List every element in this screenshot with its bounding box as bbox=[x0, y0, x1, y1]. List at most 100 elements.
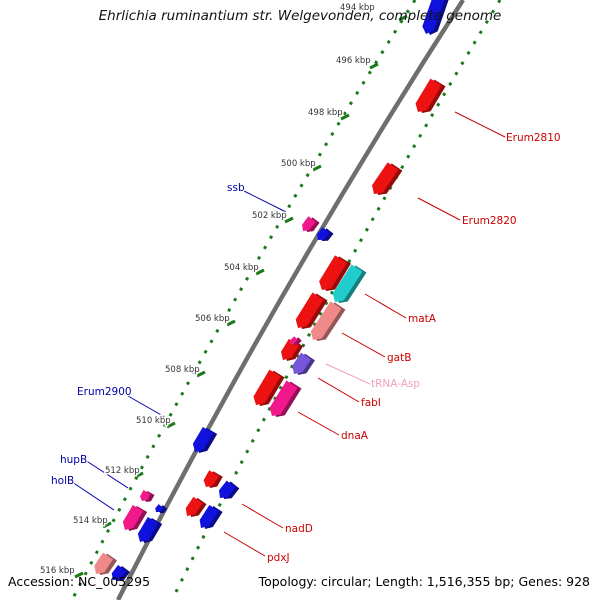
gene-block-face bbox=[316, 227, 330, 240]
leader-line bbox=[84, 459, 129, 489]
label-leaders bbox=[71, 111, 506, 557]
gene-labels: Erum2810 Erum2820 ssb matA gatB tRNA-Asp… bbox=[50, 131, 562, 566]
leader-line bbox=[364, 293, 407, 319]
gene-block-ssb bbox=[302, 216, 320, 232]
gene-block-mata-partner bbox=[332, 264, 367, 303]
ruler-ring-outer bbox=[70, 0, 417, 600]
gene-label-hupb[interactable]: hupB bbox=[59, 453, 89, 468]
ruler-major-tick bbox=[166, 421, 176, 429]
leader-line bbox=[223, 531, 266, 557]
gene-block-face bbox=[371, 162, 399, 194]
gene-block-face bbox=[332, 264, 363, 302]
ruler-major-tick bbox=[196, 370, 206, 378]
ruler-major-tick bbox=[340, 113, 350, 121]
gene-label-nadd[interactable]: nadD bbox=[284, 522, 314, 537]
gene-block-face bbox=[199, 505, 219, 528]
gene-block bbox=[111, 565, 130, 581]
gene-block-erum2820 bbox=[371, 162, 403, 195]
gene-block-face bbox=[269, 380, 298, 416]
gene-block-nadd bbox=[185, 496, 207, 517]
leader-line bbox=[454, 111, 506, 138]
leader-line bbox=[241, 503, 284, 529]
gene-label-mata[interactable]: matA bbox=[407, 312, 438, 327]
gene-label-pdxj[interactable]: pdxJ bbox=[266, 551, 291, 566]
gene-block bbox=[203, 470, 223, 488]
gene-block-face bbox=[218, 480, 236, 498]
gene-block-hupb bbox=[140, 490, 155, 502]
leader-line bbox=[325, 363, 371, 385]
accession-label: Accession: NC_005295 bbox=[8, 574, 151, 589]
gene-label-erum2820[interactable]: Erum2820 bbox=[461, 214, 518, 229]
gene-block-face bbox=[203, 470, 219, 487]
gene-block-face bbox=[290, 336, 298, 344]
ruler-major-tick bbox=[369, 62, 379, 70]
gene-block-gatb bbox=[310, 301, 346, 341]
ruler-label: 514 kbp bbox=[73, 516, 108, 526]
ruler-label: 502 kbp bbox=[252, 211, 287, 221]
ruler-major-tick bbox=[226, 319, 236, 327]
ruler-major-tick bbox=[284, 216, 294, 224]
gene-label-fabi[interactable]: fabI bbox=[360, 396, 382, 411]
ruler-label: 508 kbp bbox=[165, 365, 200, 375]
gene-features bbox=[94, 0, 449, 581]
gene-block bbox=[316, 227, 334, 241]
gene-block-face bbox=[111, 565, 126, 580]
ruler-label: 504 kbp bbox=[224, 263, 259, 273]
gene-block-face bbox=[140, 490, 151, 501]
ruler-major-tick bbox=[74, 571, 84, 579]
gene-block-face bbox=[122, 504, 144, 530]
leader-line bbox=[317, 377, 360, 403]
gene-block-face bbox=[253, 369, 281, 405]
genome-summary: Topology: circular; Length: 1,516,355 bp… bbox=[258, 574, 590, 589]
leader-line bbox=[341, 332, 386, 358]
gene-block-erum2900 bbox=[192, 426, 218, 453]
ruler-major-tick bbox=[102, 521, 112, 529]
ruler-major-tick bbox=[255, 268, 265, 276]
ruler-label: 500 kbp bbox=[281, 159, 316, 169]
gene-block-face bbox=[319, 255, 347, 290]
gene-label-ssb[interactable]: ssb bbox=[226, 181, 246, 196]
ruler-major-tick bbox=[134, 471, 144, 479]
gene-label-trna-asp[interactable]: tRNA-Asp bbox=[370, 377, 422, 392]
ruler-major-tick bbox=[312, 164, 322, 172]
gene-block-fabi bbox=[253, 369, 285, 406]
leader-line bbox=[71, 481, 115, 511]
gene-block bbox=[137, 516, 163, 543]
gene-label-erum2810[interactable]: Erum2810 bbox=[505, 131, 562, 146]
gene-label-erum2900[interactable]: Erum2900 bbox=[76, 385, 133, 400]
leader-line bbox=[297, 411, 340, 436]
ruler-label: 516 kbp bbox=[40, 566, 75, 576]
gene-block bbox=[218, 480, 240, 499]
gene-block-face bbox=[137, 516, 159, 542]
leader-line bbox=[417, 197, 461, 221]
gene-label-holb[interactable]: holB bbox=[50, 474, 76, 489]
gene-block-face bbox=[295, 292, 324, 328]
leader-line bbox=[243, 190, 287, 213]
gene-label-gatb[interactable]: gatB bbox=[386, 351, 413, 366]
ruler-label: 496 kbp bbox=[336, 56, 371, 66]
gene-block-mata bbox=[319, 255, 351, 291]
gene-block-holb bbox=[122, 504, 148, 531]
backbone-arc bbox=[115, 0, 465, 600]
gene-block-dnaa bbox=[269, 380, 302, 417]
gene-block bbox=[422, 0, 449, 35]
gene-block bbox=[295, 292, 328, 329]
ruler-label: 494 kbp bbox=[340, 3, 375, 13]
genome-backbone bbox=[115, 0, 465, 600]
ruler-label: 512 kbp bbox=[105, 466, 140, 476]
gene-block-face bbox=[155, 504, 164, 513]
gene-block-face bbox=[192, 426, 214, 452]
ruler-label: 498 kbp bbox=[308, 108, 343, 118]
gene-block-face bbox=[185, 496, 203, 516]
gene-block-side bbox=[294, 337, 302, 345]
gene-block bbox=[155, 504, 168, 514]
ruler-labels: 494 kbp 496 kbp 498 kbp 500 kbp 502 kbp … bbox=[39, 2, 377, 578]
gene-block bbox=[292, 352, 315, 375]
gene-block bbox=[94, 552, 117, 575]
map-title: Ehrlichia ruminantium str. Welgevonden, … bbox=[98, 8, 502, 24]
ruler-major-tick bbox=[398, 14, 408, 22]
gene-block-trna-asp bbox=[290, 336, 302, 345]
gene-label-dnaa[interactable]: dnaA bbox=[340, 429, 370, 444]
leader-line bbox=[127, 395, 171, 421]
